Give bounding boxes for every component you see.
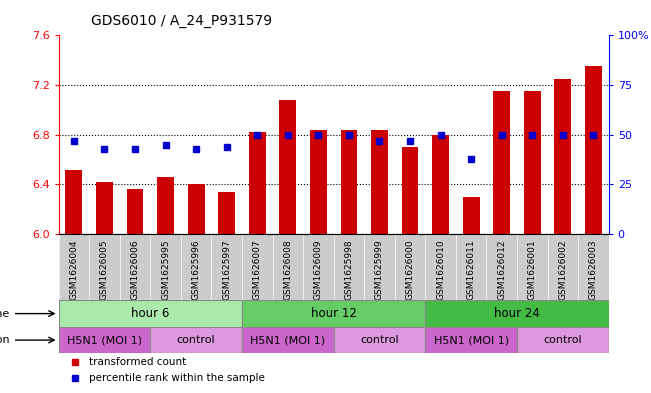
Text: GSM1626001: GSM1626001 (528, 239, 537, 300)
Text: hour 12: hour 12 (311, 307, 357, 320)
Bar (242, 327, 334, 353)
Text: GSM1626012: GSM1626012 (497, 239, 506, 300)
Bar (218, 192, 235, 234)
Bar (425, 327, 517, 353)
Text: GSM1626000: GSM1626000 (406, 239, 415, 300)
Text: GSM1625999: GSM1625999 (375, 239, 384, 300)
Bar (310, 130, 327, 234)
Text: control: control (360, 335, 399, 345)
Bar (96, 182, 113, 234)
Text: GSM1626004: GSM1626004 (70, 239, 78, 300)
Text: GSM1626005: GSM1626005 (100, 239, 109, 300)
Bar (402, 147, 419, 234)
Bar (340, 130, 357, 234)
Bar (463, 197, 480, 234)
Bar (425, 300, 609, 327)
Text: control: control (544, 335, 582, 345)
Text: GSM1625996: GSM1625996 (191, 239, 201, 300)
Text: H5N1 (MOI 1): H5N1 (MOI 1) (67, 335, 142, 345)
Bar (66, 169, 82, 234)
Text: GSM1625997: GSM1625997 (222, 239, 231, 300)
Text: GSM1626003: GSM1626003 (589, 239, 598, 300)
Bar (555, 79, 571, 234)
Bar (126, 189, 143, 234)
Text: GSM1626008: GSM1626008 (283, 239, 292, 300)
Bar (150, 327, 242, 353)
Text: hour 24: hour 24 (494, 307, 540, 320)
Bar (432, 135, 449, 234)
Text: control: control (177, 335, 215, 345)
Text: percentile rank within the sample: percentile rank within the sample (89, 373, 265, 383)
Bar (187, 184, 204, 234)
Text: GSM1626010: GSM1626010 (436, 239, 445, 300)
Bar (249, 132, 266, 234)
Bar (157, 177, 174, 234)
Bar (59, 300, 242, 327)
Bar (493, 91, 510, 234)
Text: hour 6: hour 6 (131, 307, 169, 320)
Bar (371, 130, 388, 234)
Text: GSM1625995: GSM1625995 (161, 239, 170, 300)
Text: GSM1626011: GSM1626011 (467, 239, 476, 300)
Text: GDS6010 / A_24_P931579: GDS6010 / A_24_P931579 (91, 13, 272, 28)
Text: H5N1 (MOI 1): H5N1 (MOI 1) (434, 335, 508, 345)
Bar (524, 91, 541, 234)
Text: H5N1 (MOI 1): H5N1 (MOI 1) (250, 335, 326, 345)
Text: GSM1626009: GSM1626009 (314, 239, 323, 300)
Bar (279, 100, 296, 234)
Text: GSM1626006: GSM1626006 (130, 239, 139, 300)
Bar (517, 327, 609, 353)
Text: GSM1626007: GSM1626007 (253, 239, 262, 300)
Text: time: time (0, 309, 10, 319)
Text: transformed count: transformed count (89, 357, 186, 367)
Text: GSM1626002: GSM1626002 (559, 239, 567, 300)
Bar (242, 300, 425, 327)
Bar (59, 327, 150, 353)
Text: infection: infection (0, 335, 10, 345)
Text: GSM1625998: GSM1625998 (344, 239, 353, 300)
Bar (585, 66, 602, 234)
Bar (334, 327, 425, 353)
